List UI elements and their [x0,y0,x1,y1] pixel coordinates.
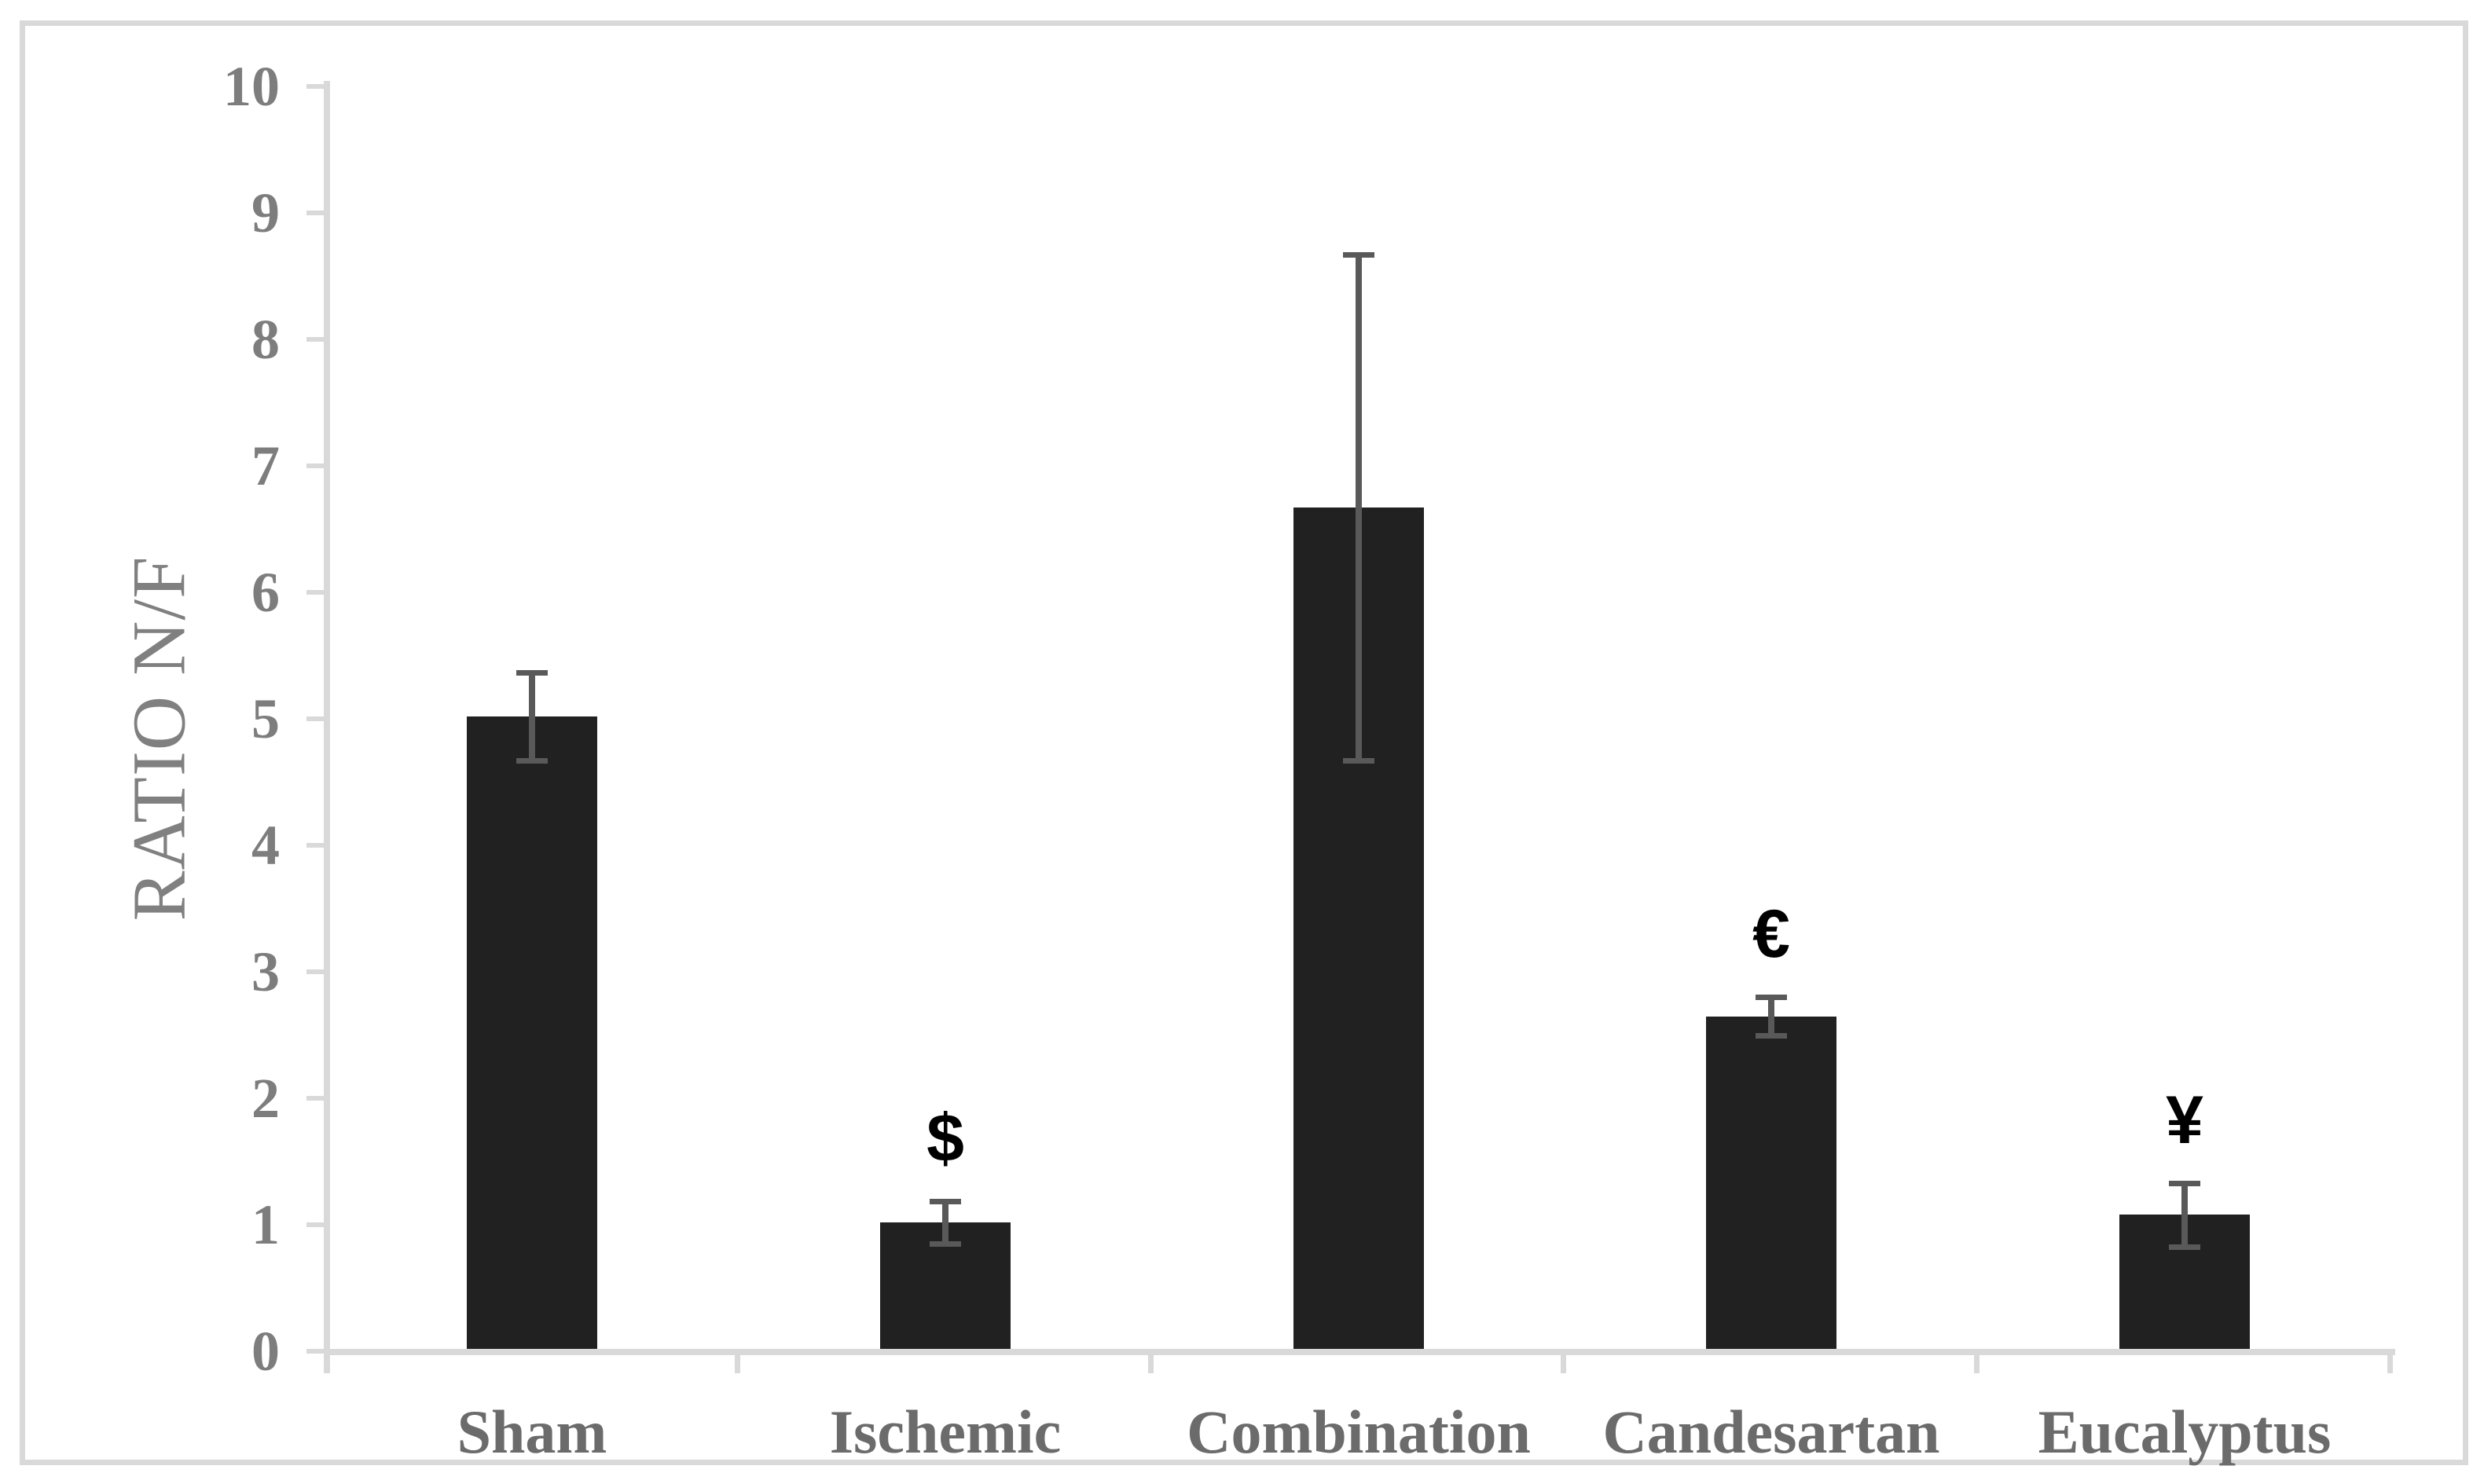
error-bar-line [942,1201,948,1244]
y-tick [306,84,324,89]
x-boundary-tick [1148,1355,1154,1373]
error-bar-cap-bottom [2169,1244,2200,1250]
error-bar-line [1768,997,1774,1035]
bar [467,716,597,1349]
y-tick-label: 9 [251,181,280,244]
y-tick-label: 7 [251,434,280,497]
significance-symbol: ¥ [2166,1083,2203,1158]
error-bar-cap-bottom [516,758,548,764]
error-bar-line [1356,255,1362,760]
y-tick [306,1222,324,1227]
y-tick-label: 4 [251,814,280,877]
x-boundary-tick [735,1355,740,1373]
y-tick [306,1096,324,1101]
category-label: Ischemic [829,1398,1062,1466]
chart-frame [20,20,2468,1465]
category-label: Eucalyptus [2038,1398,2332,1466]
y-tick-label: 8 [251,308,280,371]
error-bar-cap-top [930,1199,961,1204]
error-bar-line [2181,1183,2188,1247]
y-tick [306,464,324,468]
bar [1706,1017,1836,1349]
y-tick-label: 3 [251,940,280,1003]
category-label: Combination [1187,1398,1531,1466]
error-bar-cap-top [1756,995,1787,1000]
error-bar-cap-top [516,670,548,676]
significance-symbol: € [1752,896,1790,972]
category-label: Sham [457,1398,607,1466]
y-tick-label: 5 [251,687,280,750]
y-tick [306,1349,324,1354]
error-bar-cap-bottom [1756,1033,1787,1039]
x-boundary-tick [1974,1355,1979,1373]
y-tick-label: 6 [251,561,280,624]
y-tick [306,969,324,974]
error-bar-line [529,672,535,761]
x-boundary-tick [2387,1355,2393,1373]
y-tick-label: 2 [251,1067,280,1130]
x-axis-line [324,1349,2395,1355]
y-tick [306,590,324,595]
y-tick-label: 0 [251,1320,280,1383]
error-bar-cap-bottom [1343,758,1374,764]
y-tick-label: 10 [223,55,280,118]
error-bar-cap-top [1343,252,1374,258]
y-tick [306,716,324,721]
error-bar-cap-bottom [930,1241,961,1247]
category-label: Candesartan [1602,1398,1940,1466]
y-axis-line [324,81,330,1373]
y-tick [306,337,324,342]
y-tick [306,211,324,215]
x-boundary-tick [1561,1355,1566,1373]
error-bar-cap-top [2169,1181,2200,1186]
y-tick-label: 1 [251,1193,280,1256]
y-tick [306,843,324,848]
significance-symbol: $ [926,1101,964,1176]
